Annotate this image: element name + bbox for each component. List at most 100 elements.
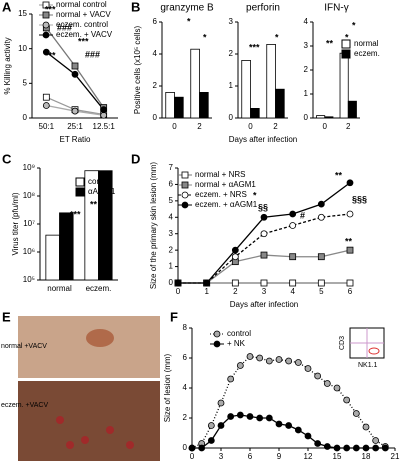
marker xyxy=(198,444,206,452)
y-tick-label: 10⁹ xyxy=(23,163,35,172)
y-tick-label: 10 xyxy=(18,44,27,53)
inset-y-label: CD3 xyxy=(339,336,346,350)
marker xyxy=(260,251,268,259)
marker xyxy=(42,48,50,56)
marker xyxy=(188,444,196,452)
legend-label: control xyxy=(88,177,112,186)
legend-label: eczem. + VACV xyxy=(56,30,113,39)
marker xyxy=(213,340,221,348)
marker xyxy=(317,253,325,261)
y-tick-label: 6 xyxy=(183,353,188,362)
marker xyxy=(71,62,79,70)
y-tick-label: 4 xyxy=(153,49,158,58)
marker xyxy=(42,21,50,29)
marker xyxy=(314,372,322,380)
legend-label: + NK xyxy=(227,339,246,348)
x-tick-label: 0 xyxy=(172,122,177,131)
marker xyxy=(174,279,182,287)
marker xyxy=(236,362,244,369)
y-tick-label: 2 xyxy=(183,413,188,422)
bar xyxy=(199,92,209,119)
legend-swatch xyxy=(75,177,85,187)
legend-label: normal control xyxy=(56,0,107,9)
y-tick-label: 10⁶ xyxy=(23,247,35,256)
annotation: *** xyxy=(45,4,56,14)
marker xyxy=(181,201,189,209)
x-axis-label: ET Ratio xyxy=(60,135,92,144)
marker xyxy=(100,111,108,119)
marker xyxy=(317,213,325,221)
y-tick-label: 4 xyxy=(304,17,309,26)
annotation: ### xyxy=(85,49,100,59)
marker xyxy=(294,359,302,366)
marker xyxy=(256,354,264,362)
y-tick-label: 7 xyxy=(169,163,174,172)
photo-caption: eczem. +VACV xyxy=(1,402,48,409)
lesion xyxy=(86,329,114,347)
legend-label: αAGM1 xyxy=(88,187,116,196)
marker xyxy=(317,279,325,287)
annotation: §§ xyxy=(258,202,268,212)
y-tick-label: 2 xyxy=(169,245,174,254)
annotation: §§§ xyxy=(352,194,367,204)
marker xyxy=(343,444,351,452)
annotation: *** xyxy=(70,209,81,219)
bar xyxy=(98,170,113,281)
x-tick-label: 0 xyxy=(190,452,195,461)
y-tick-label: 2 xyxy=(304,65,309,74)
bar xyxy=(190,48,200,119)
legend-label: control xyxy=(227,329,251,338)
y-axis-label: Positive cells (x10⁵ cells) xyxy=(133,26,142,115)
panel-letter: F xyxy=(170,309,178,324)
photo xyxy=(18,381,160,461)
annotation: ** xyxy=(326,38,334,48)
legend-label: eczem. + NRS xyxy=(195,190,247,199)
x-tick-label: 2 xyxy=(233,287,238,296)
y-tick-label: 5 xyxy=(169,196,174,205)
marker xyxy=(265,414,273,422)
marker xyxy=(236,411,244,419)
marker xyxy=(227,375,235,383)
x-tick-label: 6 xyxy=(348,287,353,296)
marker xyxy=(352,410,360,417)
marker xyxy=(304,432,312,440)
annotation: ** xyxy=(335,170,343,180)
x-tick-label: 3 xyxy=(262,287,267,296)
marker xyxy=(381,444,389,452)
marker xyxy=(207,422,215,429)
inset-x-label: NK1.1 xyxy=(358,362,378,369)
annotation: * xyxy=(352,20,356,30)
marker xyxy=(213,330,221,338)
y-tick-label: 6 xyxy=(153,17,158,26)
marker xyxy=(203,279,211,287)
x-tick-label: 25:1 xyxy=(67,122,83,131)
x-tick-label: 5 xyxy=(319,287,324,296)
x-tick-label: 4 xyxy=(290,287,295,296)
x-tick-label: 0 xyxy=(176,287,181,296)
annotation: * xyxy=(253,190,257,200)
bar xyxy=(266,44,276,119)
y-tick-label: 5 xyxy=(23,78,28,87)
x-axis-label: Days after infection xyxy=(229,135,297,144)
marker xyxy=(323,443,331,450)
bar xyxy=(339,52,349,119)
marker xyxy=(260,279,268,287)
panel-letter: E xyxy=(2,309,11,324)
panel-letter: D xyxy=(131,151,140,166)
marker xyxy=(181,171,189,179)
marker xyxy=(304,365,312,372)
y-tick-label: 4 xyxy=(183,383,188,392)
marker xyxy=(289,253,297,261)
bar xyxy=(59,212,74,281)
annotation: *** xyxy=(78,36,89,46)
marker xyxy=(346,246,354,254)
lesion xyxy=(81,436,89,444)
legend-label: normal + NRS xyxy=(195,170,245,179)
x-tick-label: 50:1 xyxy=(39,122,55,131)
marker xyxy=(181,181,189,189)
x-tick-label: 6 xyxy=(248,452,253,461)
x-tick-label: 2 xyxy=(197,122,202,131)
y-tick-label: 2 xyxy=(153,81,158,90)
marker xyxy=(71,107,79,115)
